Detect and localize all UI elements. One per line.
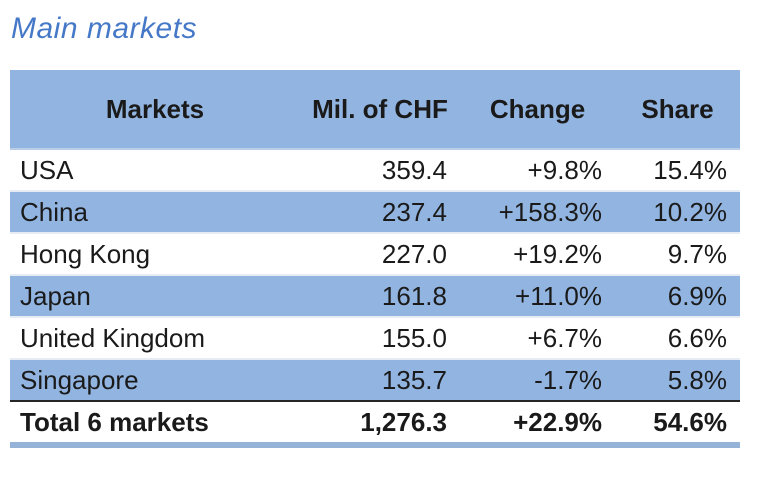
cell-chf: 227.0 xyxy=(300,232,460,275)
column-header-markets: Markets xyxy=(10,70,300,150)
main-markets-table: Markets Mil. of CHF Change Share USA 359… xyxy=(10,70,740,448)
table-row-china: China 237.4 +158.3% 10.2% xyxy=(10,190,740,233)
cell-share: 15.4% xyxy=(653,154,727,185)
cell-total-label: Total 6 markets xyxy=(10,400,300,445)
column-header-mil-of-chf: Mil. of CHF xyxy=(300,70,460,150)
cell-market: Singapore xyxy=(10,358,300,401)
cell-chf: 237.4 xyxy=(300,190,460,233)
table-row-usa: USA 359.4 +9.8% 15.4% xyxy=(10,149,740,191)
table-row-japan: Japan 161.8 +11.0% 6.9% xyxy=(10,274,740,317)
cell-share: 10.2% xyxy=(615,190,740,233)
cell-change: -1.7% xyxy=(460,358,615,401)
section-title: Main markets xyxy=(11,12,198,45)
table-header: Markets Mil. of CHF Change Share xyxy=(10,70,740,150)
cell-chf: 161.8 xyxy=(300,274,460,317)
header-row: Markets Mil. of CHF Change Share xyxy=(10,70,740,150)
table-body: USA 359.4 +9.8% 15.4% China 237.4 +158.3… xyxy=(10,149,740,445)
cell-total-change: +22.9% xyxy=(460,400,615,445)
cell-share: 6.6% xyxy=(615,316,740,359)
cell-chf: 359.4 xyxy=(381,154,447,185)
cell-market: United Kingdom xyxy=(10,316,300,359)
cell-market: USA xyxy=(20,154,74,185)
cell-total-share: 54.6% xyxy=(615,400,740,445)
table-row-hong-kong: Hong Kong 227.0 +19.2% 9.7% xyxy=(10,232,740,275)
cell-change: +19.2% xyxy=(460,232,615,275)
table-row-total: Total 6 markets 1,276.3 +22.9% 54.6% xyxy=(10,400,740,445)
column-header-change: Change xyxy=(460,70,615,150)
cell-change: +6.7% xyxy=(460,316,615,359)
cell-market: Hong Kong xyxy=(10,232,300,275)
cell-total-chf: 1,276.3 xyxy=(300,400,460,445)
cell-share: 5.8% xyxy=(615,358,740,401)
cell-share: 9.7% xyxy=(615,232,740,275)
cell-change: +11.0% xyxy=(460,274,615,317)
cell-change: +9.8% xyxy=(527,154,602,185)
cell-market: China xyxy=(10,190,300,233)
table-row-united-kingdom: United Kingdom 155.0 +6.7% 6.6% xyxy=(10,316,740,359)
cell-share: 6.9% xyxy=(615,274,740,317)
cell-change: +158.3% xyxy=(460,190,615,233)
column-header-share: Share xyxy=(615,70,740,150)
cell-chf: 135.7 xyxy=(300,358,460,401)
table-row-singapore: Singapore 135.7 -1.7% 5.8% xyxy=(10,358,740,401)
cell-market: Japan xyxy=(10,274,300,317)
cell-chf: 155.0 xyxy=(300,316,460,359)
